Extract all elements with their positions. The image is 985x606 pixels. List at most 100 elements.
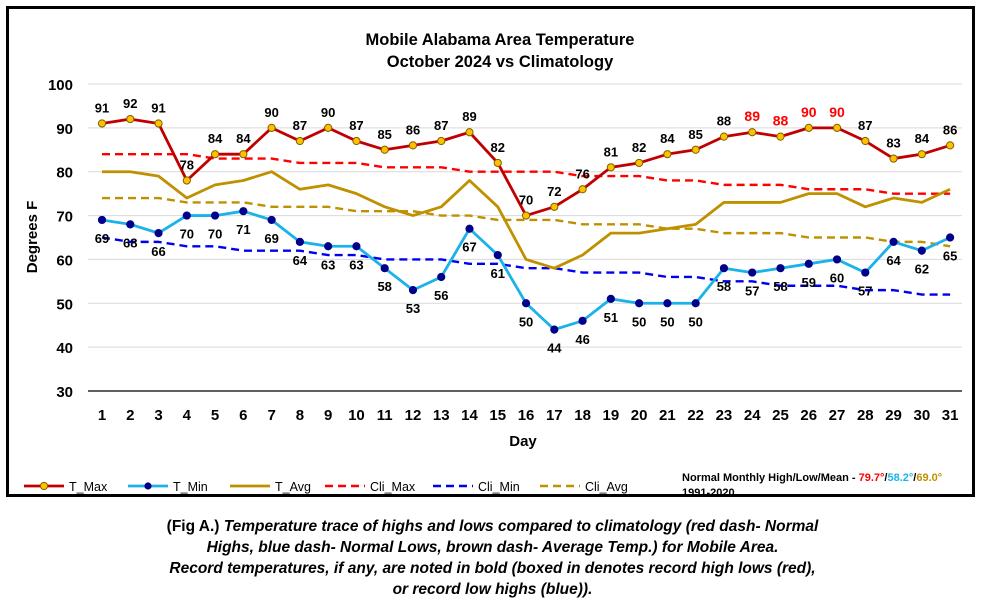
tmax-point-day-15 [493, 158, 502, 168]
tmin-label-day-24: 57 [745, 284, 759, 299]
tmin-point-day-27 [832, 255, 842, 264]
tmax-label-day-1: 91 [95, 100, 109, 115]
tmin-label-day-8: 64 [293, 253, 308, 268]
legend-label-cli-min: Cli_Min [478, 480, 520, 494]
y-tick-label-30: 30 [56, 384, 73, 401]
tmax-point-day-25 [776, 132, 785, 141]
x-tick-label-4: 4 [183, 407, 192, 424]
y-tick-label-90: 90 [56, 121, 73, 138]
series-line-cli-max [102, 152, 951, 195]
tmax-label-day-4: 78 [180, 157, 194, 172]
x-tick-label-5: 5 [211, 407, 219, 424]
tmin-label-day-10: 63 [349, 257, 363, 272]
normal-low: 58.2° [887, 472, 913, 484]
x-tick-label-8: 8 [296, 407, 304, 424]
tmin-point-day-7 [267, 215, 276, 225]
caption-lead: (Fig A.) [166, 518, 224, 535]
tmax-label-day-9: 90 [321, 105, 335, 120]
y-tick-label-60: 60 [56, 252, 73, 269]
tmin-point-day-14 [465, 224, 474, 233]
tmin-point-day-28 [861, 268, 870, 277]
x-tick-label-2: 2 [126, 407, 134, 424]
figure-caption: (Fig A.) Temperature trace of highs and … [0, 516, 985, 600]
tmin-label-day-15: 61 [491, 266, 505, 281]
y-tick-label-40: 40 [56, 340, 73, 357]
tmax-point-day-23 [719, 132, 729, 141]
x-tick-label-28: 28 [857, 407, 874, 424]
tmax-point-day-8 [295, 136, 304, 146]
tmin-point-day-10 [352, 242, 361, 251]
tmax-label-day-16: 70 [519, 193, 533, 208]
x-tick-label-3: 3 [154, 407, 162, 424]
chart-subtitle: October 2024 vs Climatology [387, 53, 614, 71]
tmax-point-day-17 [550, 202, 559, 211]
x-tick-label-25: 25 [772, 407, 789, 424]
tmin-label-day-12: 53 [406, 301, 420, 316]
tmax-point-day-30 [917, 150, 926, 159]
tmin-label-day-4: 70 [180, 227, 194, 242]
tmax-label-day-15: 82 [491, 140, 505, 155]
legend-label-cli-max: Cli_Max [370, 480, 416, 494]
tmax-point-day-28 [861, 136, 870, 146]
x-tick-label-7: 7 [267, 407, 275, 424]
tmax-label-day-12: 86 [406, 122, 420, 137]
tmax-point-day-26 [804, 123, 813, 132]
tmin-label-day-6: 71 [236, 222, 250, 237]
tmin-point-day-16 [521, 299, 531, 308]
tmax-label-day-13: 87 [434, 118, 448, 133]
x-tick-label-20: 20 [631, 407, 648, 424]
tmin-label-day-9: 63 [321, 257, 335, 272]
tmax-label-day-27: 90 [829, 104, 845, 120]
tmin-point-day-20 [635, 299, 644, 308]
tmin-label-day-14: 67 [462, 240, 476, 255]
x-tick-label-6: 6 [239, 407, 247, 424]
caption-line-3: Record temperatures, if any, are noted i… [169, 560, 816, 577]
tmin-point-day-22 [691, 299, 700, 308]
series-line-cli-min [101, 236, 951, 296]
caption-line-2: Highs, blue dash- Normal Lows, brown das… [206, 539, 779, 556]
series-line-t-min [101, 209, 951, 332]
tmax-label-day-30: 84 [915, 131, 930, 146]
tmax-label-day-2: 92 [123, 96, 137, 111]
tmin-label-day-2: 68 [123, 235, 137, 250]
tmin-point-day-24 [748, 268, 757, 277]
tmax-label-day-31: 86 [943, 122, 957, 137]
legend-label-t-max: T_Max [69, 480, 108, 494]
tmax-label-day-28: 87 [858, 118, 872, 133]
tmax-point-day-31 [946, 141, 955, 150]
tmin-label-day-5: 70 [208, 227, 222, 242]
tmax-point-day-12 [408, 141, 418, 150]
normals-sep-1: / [884, 472, 887, 484]
tmax-point-day-20 [635, 158, 644, 168]
tmax-label-day-19: 81 [604, 144, 618, 159]
tmin-point-day-2 [126, 220, 135, 229]
tmin-point-day-5 [210, 211, 220, 220]
normals-sep-2: / [913, 472, 916, 484]
normal-high: 79.7° [859, 472, 885, 484]
tmax-point-day-10 [352, 136, 361, 146]
tmax-label-day-21: 84 [660, 131, 675, 146]
y-tick-label-100: 100 [48, 77, 73, 94]
tmin-point-day-11 [380, 264, 389, 273]
series-line-t-avg [102, 170, 951, 270]
tmax-point-day-7 [267, 123, 276, 132]
tmin-point-day-13 [437, 272, 446, 282]
tmax-point-day-24 [748, 128, 757, 137]
data-labels: 91 92 91 78 84 84 90 87 90 87 85 86 87 89 82 70 72 76 81 82… [95, 96, 958, 356]
tmin-point-day-29 [889, 237, 898, 246]
tmin-label-day-20: 50 [632, 314, 646, 329]
y-tick-label-80: 80 [56, 165, 73, 182]
tmin-point-day-25 [776, 264, 785, 273]
tmin-point-day-4 [182, 211, 191, 220]
tmin-label-day-3: 66 [151, 244, 165, 259]
x-tick-label-9: 9 [324, 407, 332, 424]
tmax-point-day-2 [126, 114, 135, 124]
normals-period: 1991-2020 [682, 487, 735, 499]
tmax-label-day-7: 90 [264, 105, 278, 120]
tmin-label-day-1: 69 [95, 231, 109, 246]
tmax-point-day-3 [154, 119, 163, 128]
tmax-label-day-20: 82 [632, 140, 646, 155]
tmax-label-day-14: 89 [462, 109, 476, 124]
tmax-point-day-22 [691, 145, 700, 154]
x-tick-label-15: 15 [489, 407, 506, 424]
